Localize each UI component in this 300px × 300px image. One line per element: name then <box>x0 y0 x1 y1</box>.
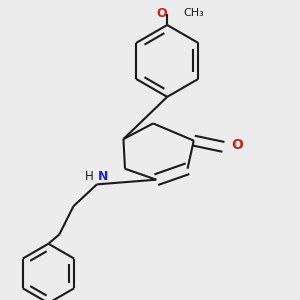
Text: CH₃: CH₃ <box>184 8 205 18</box>
Text: O: O <box>157 7 167 20</box>
Text: N: N <box>98 170 108 183</box>
Text: O: O <box>231 138 243 152</box>
Text: H: H <box>85 170 94 183</box>
